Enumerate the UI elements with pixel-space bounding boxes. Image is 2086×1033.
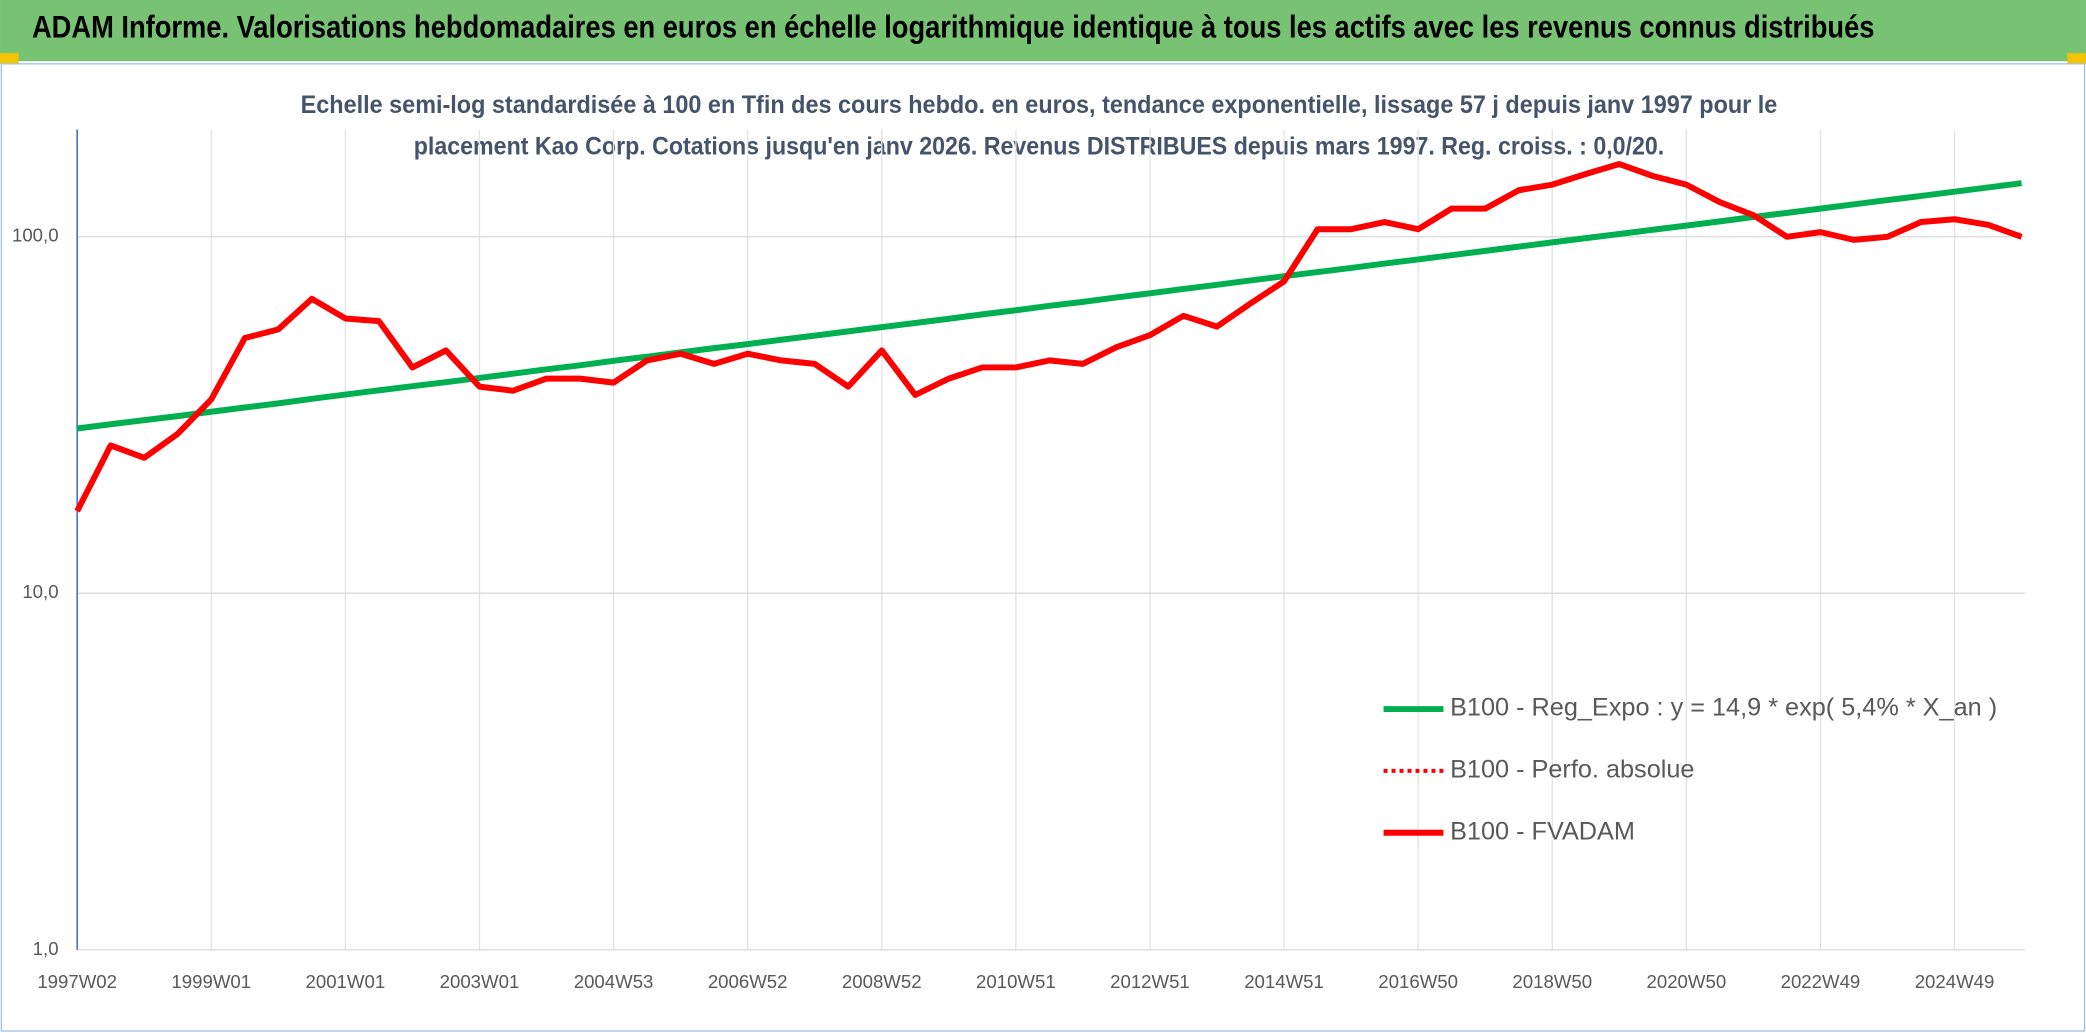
series-line — [76, 180, 2022, 432]
x-tick-label: 1999W01 — [171, 971, 251, 992]
y-tick-label: 10,0 — [22, 581, 58, 602]
x-tick-label: 2012W51 — [1110, 971, 1190, 992]
y-tick-label: 1,0 — [33, 938, 59, 959]
x-tick-label: 2014W51 — [1244, 971, 1324, 992]
x-tick-label: 2004W53 — [574, 971, 654, 992]
corner — [2067, 53, 2086, 64]
x-tick-label: 2006W52 — [708, 971, 788, 992]
x-tick-label: 2018W50 — [1512, 971, 1592, 992]
x-tick-label: 2022W49 — [1781, 971, 1861, 992]
chart-title: ADAM Informe. Valorisations hebdomadaire… — [32, 9, 1875, 45]
x-tick-label: 2010W51 — [976, 971, 1056, 992]
x-tick-label: 2020W50 — [1647, 971, 1727, 992]
header-bar — [0, 0, 2086, 62]
legend-label: B100 - Reg_Expo : y = 14,9 * exp( 5,4% *… — [1450, 694, 1997, 722]
x-tick-label: 2003W01 — [440, 971, 520, 992]
x-tick-label: 2016W50 — [1378, 971, 1458, 992]
corner — [0, 53, 19, 64]
series-line — [74, 161, 2023, 513]
legend-label: B100 - FVADAM — [1450, 817, 1635, 845]
y-tick-label: 100,0 — [12, 225, 59, 246]
legend-label: B100 - Perfo. absolue — [1450, 756, 1694, 784]
x-tick-label: 1997W02 — [37, 971, 117, 992]
chart-subtitle: Echelle semi-log standardisée à 100 en T… — [301, 91, 1778, 119]
x-tick-label: 2024W49 — [1915, 971, 1995, 992]
x-tick-label: 2001W01 — [306, 971, 386, 992]
chart-subtitle: placement Kao Corp. Cotations jusqu'en j… — [414, 132, 1665, 160]
plot-frame — [0, 63, 2086, 1032]
x-tick-label: 2008W52 — [842, 971, 922, 992]
